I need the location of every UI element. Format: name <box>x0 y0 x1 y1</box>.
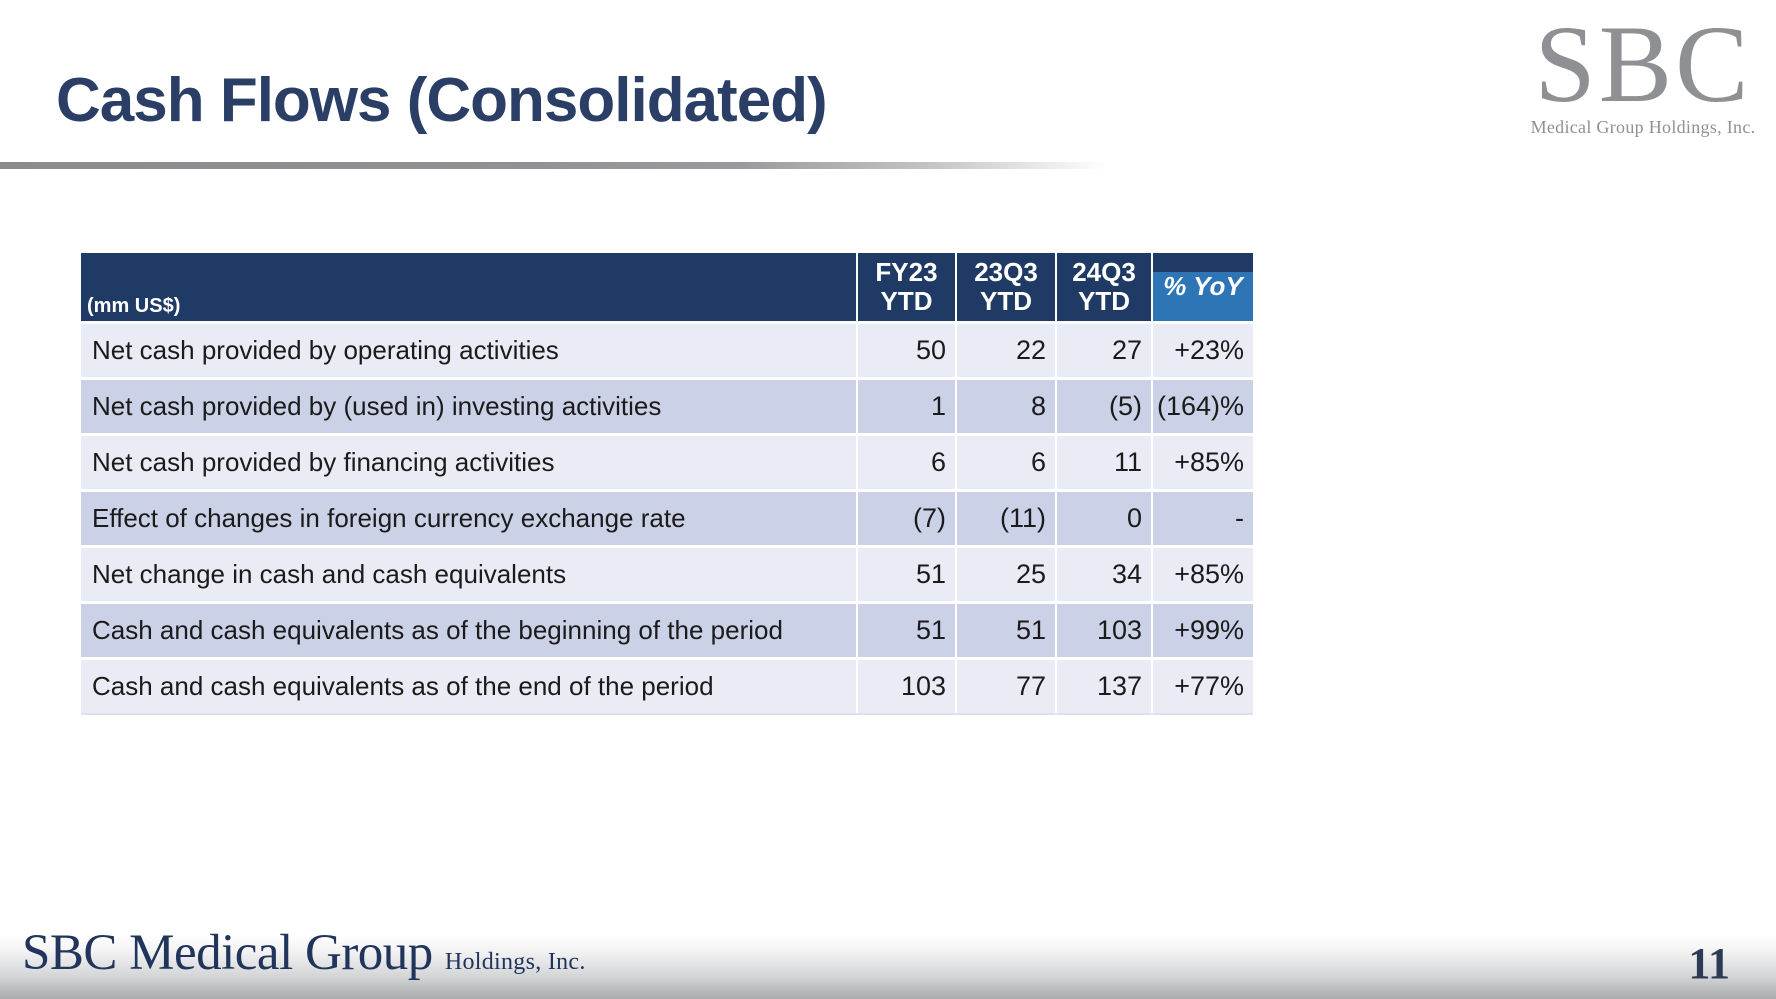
cell-yoy: +77% <box>1153 660 1253 713</box>
yoy-header-badge: % YoY <box>1153 272 1253 321</box>
row-label: Net cash provided by (used in) investing… <box>81 380 856 433</box>
cell-23q3-ytd: 25 <box>957 548 1055 601</box>
cell-fy23-ytd: 50 <box>858 324 955 377</box>
cell-24q3-ytd: 0 <box>1057 492 1151 545</box>
column-header-yoy: % YoY <box>1153 253 1253 321</box>
column-header-line2: YTD <box>1078 285 1130 316</box>
row-label: Cash and cash equivalents as of the end … <box>81 660 856 713</box>
cell-24q3-ytd: 34 <box>1057 548 1151 601</box>
column-header-line2: YTD <box>980 285 1032 316</box>
table-header-label-column: (mm US$) <box>81 253 856 321</box>
unit-label: (mm US$) <box>87 295 181 317</box>
sbc-logo-subtitle: Medical Group Holdings, Inc. <box>1530 117 1756 138</box>
column-header-line1: 24Q3 <box>1072 257 1136 287</box>
row-label: Effect of changes in foreign currency ex… <box>81 492 856 545</box>
cell-yoy: (164)% <box>1153 380 1253 433</box>
cell-yoy: +99% <box>1153 604 1253 657</box>
column-header-line2: YTD <box>880 285 933 316</box>
cell-24q3-ytd: 27 <box>1057 324 1151 377</box>
cell-23q3-ytd: 8 <box>957 380 1055 433</box>
footer-logo-wordmark: SBC Medical Group <box>22 925 433 981</box>
footer-logo-suffix: Holdings, Inc. <box>444 949 586 975</box>
sbc-logo: SBC Medical Group Holdings, Inc. <box>1518 3 1768 138</box>
cell-23q3-ytd: 51 <box>957 604 1055 657</box>
cell-23q3-ytd: (11) <box>957 492 1055 545</box>
page-title: Cash Flows (Consolidated) <box>56 66 828 135</box>
cell-fy23-ytd: 51 <box>858 604 955 657</box>
row-label: Cash and cash equivalents as of the begi… <box>81 604 856 657</box>
footer-band <box>0 935 1776 999</box>
cash-flows-table: (mm US$) FY23 YTD 23Q3 YTD 24Q3 YTD % Yo… <box>81 253 1253 715</box>
cell-fy23-ytd: 51 <box>858 548 955 601</box>
title-divider <box>0 162 1140 169</box>
cell-23q3-ytd: 22 <box>957 324 1055 377</box>
column-header-24q3-ytd: 24Q3 YTD <box>1057 253 1151 321</box>
cell-24q3-ytd: 11 <box>1057 436 1151 489</box>
cell-fy23-ytd: 103 <box>858 660 955 713</box>
cell-24q3-ytd: 137 <box>1057 660 1151 713</box>
row-label: Net cash provided by financing activitie… <box>81 436 856 489</box>
cell-24q3-ytd: (5) <box>1057 380 1151 433</box>
sbc-logo-wordmark: SBC <box>1534 3 1752 125</box>
page-number: 11 <box>1688 939 1730 988</box>
footer-logo: SBC Medical Group Holdings, Inc. <box>22 928 586 979</box>
row-label: Net change in cash and cash equivalents <box>81 548 856 601</box>
column-header-23q3-ytd: 23Q3 YTD <box>957 253 1055 321</box>
cell-fy23-ytd: (7) <box>858 492 955 545</box>
row-label: Net cash provided by operating activitie… <box>81 324 856 377</box>
cell-yoy: +85% <box>1153 436 1253 489</box>
cell-yoy: +85% <box>1153 548 1253 601</box>
cell-yoy: - <box>1153 492 1253 545</box>
cell-fy23-ytd: 6 <box>858 436 955 489</box>
column-header-line1: FY23 <box>875 257 938 287</box>
cell-fy23-ytd: 1 <box>858 380 955 433</box>
cell-yoy: +23% <box>1153 324 1253 377</box>
column-header-line1: 23Q3 <box>974 257 1038 287</box>
cell-23q3-ytd: 77 <box>957 660 1055 713</box>
column-header-fy23-ytd: FY23 YTD <box>858 253 955 321</box>
cell-24q3-ytd: 103 <box>1057 604 1151 657</box>
cell-23q3-ytd: 6 <box>957 436 1055 489</box>
